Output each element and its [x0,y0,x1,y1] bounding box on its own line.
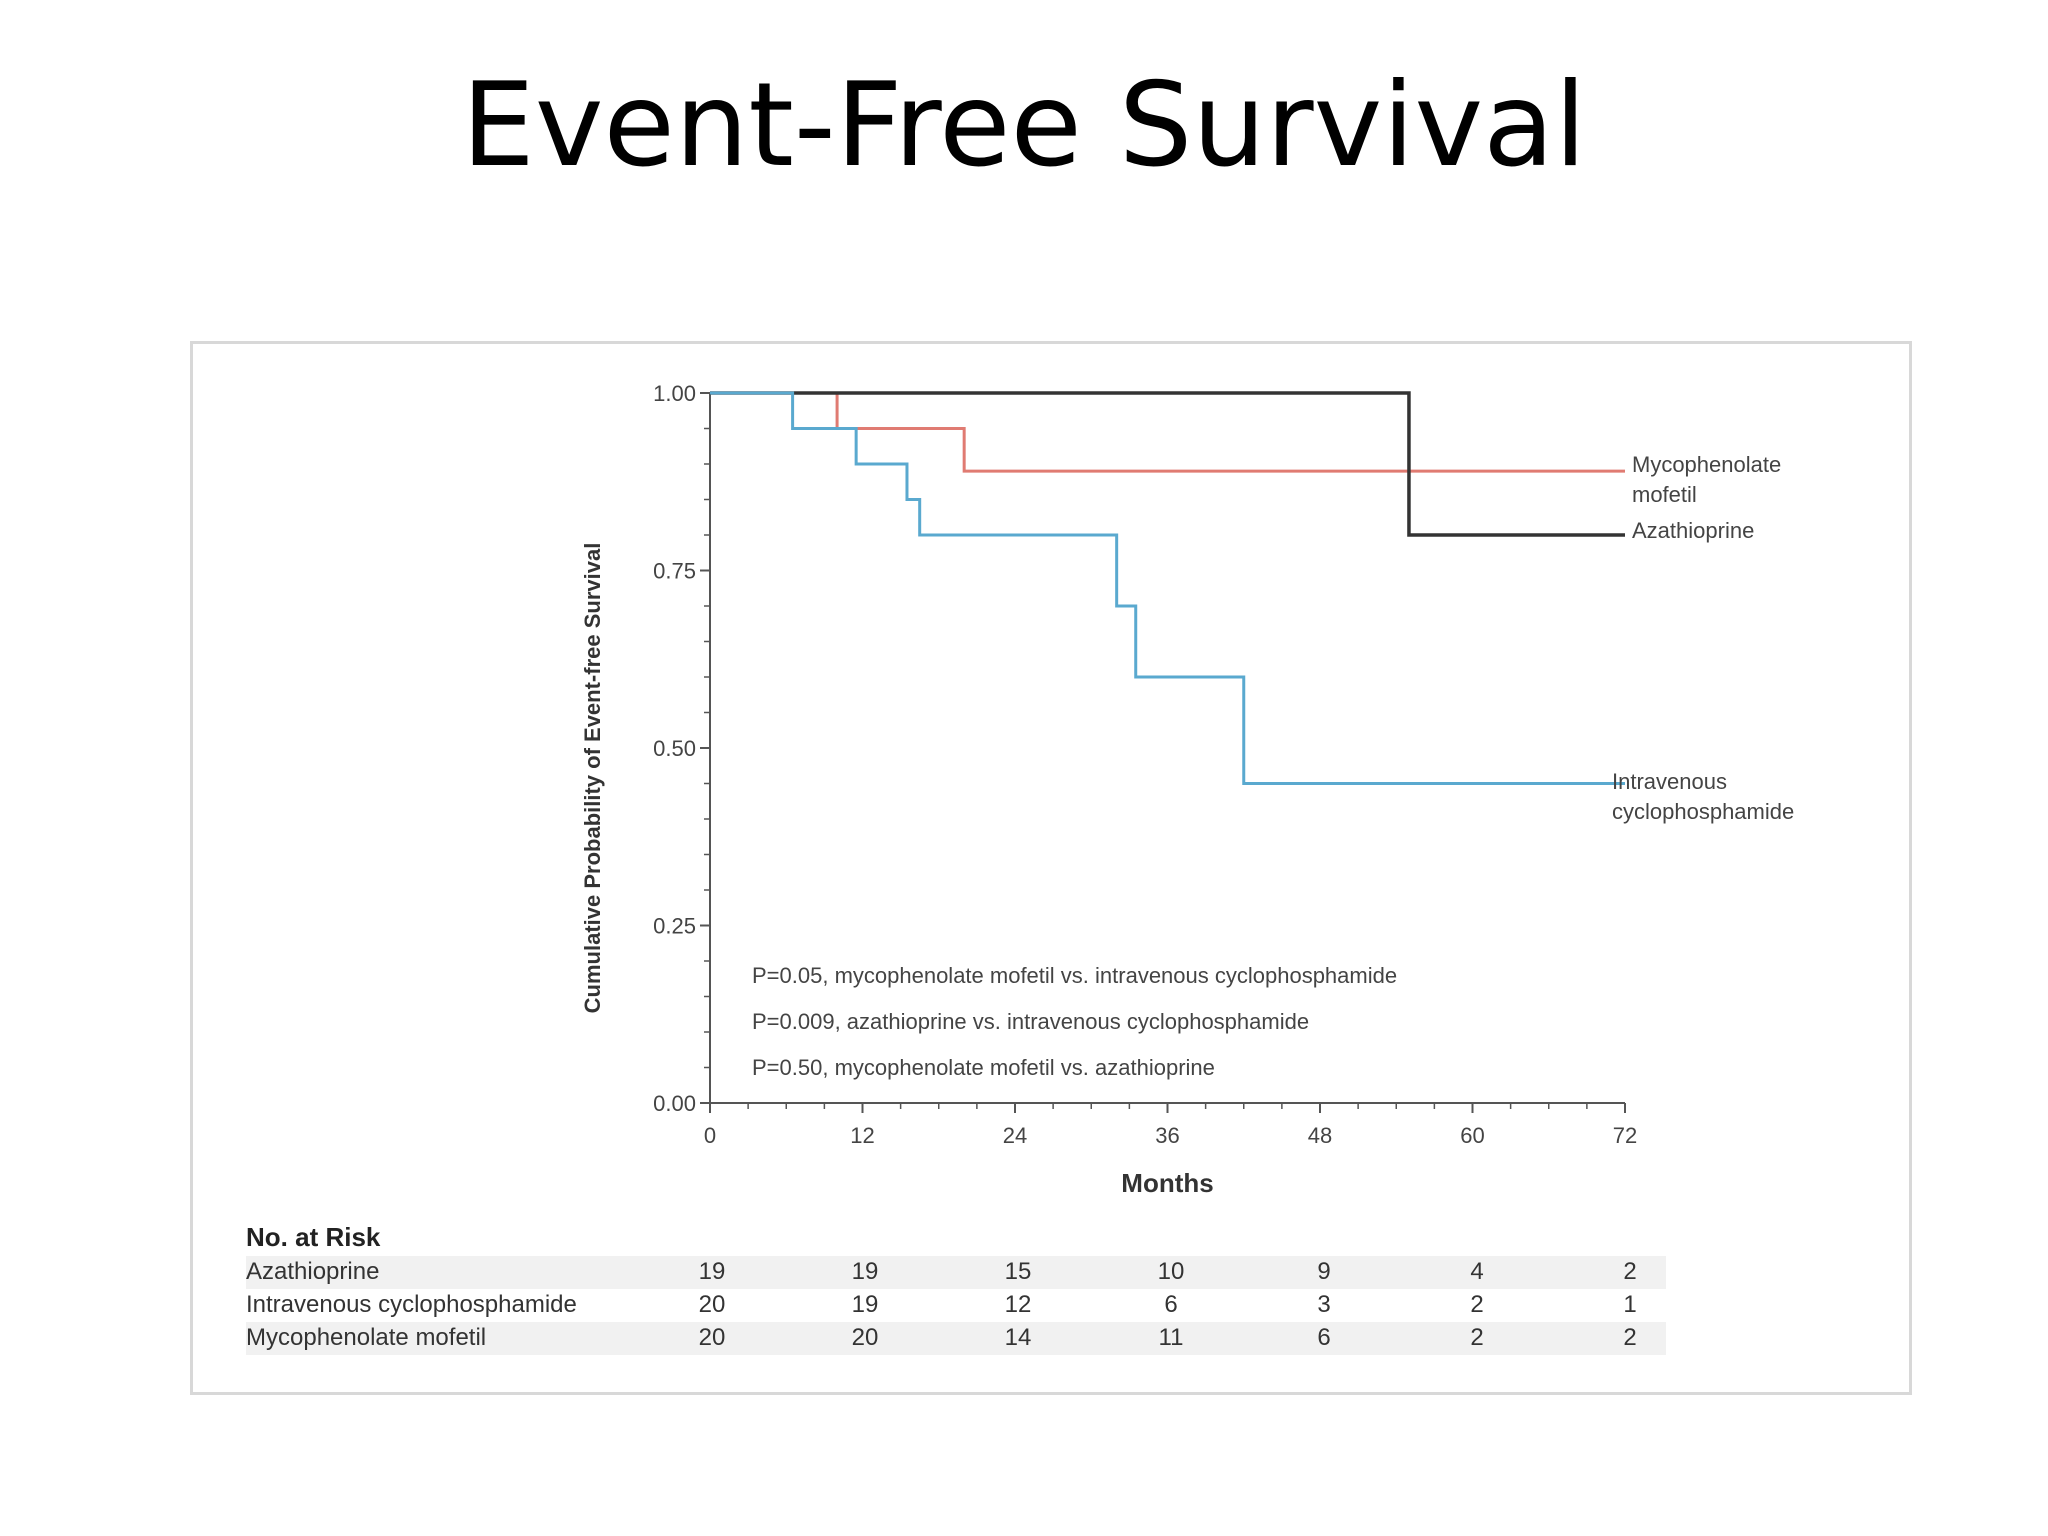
series-azathioprine-line [710,391,1625,537]
risk-cell: 9 [1317,1258,1331,1285]
p-value-annotation: P=0.009, azathioprine vs. intravenous cy… [752,1009,1309,1034]
x-axis-title: Months [1121,1168,1213,1198]
risk-cell: 2 [1623,1258,1637,1285]
risk-cell: 1 [1623,1291,1637,1318]
y-tick-label: 1.00 [653,381,696,406]
risk-cell: 15 [1004,1258,1032,1285]
risk-table-row: Mycophenolate mofetil 20 20 14 11 6 2 2 [246,1322,1666,1355]
risk-table-heading: No. at Risk [246,1222,381,1252]
risk-cell: 19 [851,1291,879,1318]
risk-cell: 19 [851,1258,879,1285]
x-tick-label: 24 [1003,1123,1027,1148]
figure-frame [190,341,1912,1395]
chart-series [710,391,1625,785]
p-value-annotation: P=0.50, mycophenolate mofetil vs. azathi… [752,1055,1215,1080]
y-tick-label: 0.00 [653,1091,696,1116]
chart-labels: 0.00 0.25 0.50 0.75 1.00 0 12 24 36 48 60 72 Months C… [580,381,1794,1198]
x-tick-label: 36 [1155,1123,1179,1148]
risk-cell: 10 [1157,1258,1185,1285]
risk-cell: 20 [851,1324,879,1351]
x-tick-label: 0 [704,1123,716,1148]
risk-cell: 20 [698,1291,726,1318]
series-intravenous-cyclophosphamide-line [710,391,1625,785]
p-value-annotation: P=0.05, mycophenolate mofetil vs. intrav… [752,963,1397,988]
series-label: cyclophosphamide [1612,799,1794,824]
risk-table-row: Azathioprine 19 19 15 10 9 4 2 [246,1256,1666,1289]
x-tick-label: 60 [1460,1123,1484,1148]
risk-cell: 6 [1317,1324,1331,1351]
series-mycophenolate-mofetil-line [710,391,1625,473]
risk-cell: 12 [1004,1291,1032,1318]
risk-cell: 2 [1623,1324,1637,1351]
risk-cell: 19 [698,1258,726,1285]
risk-cell: 6 [1164,1291,1178,1318]
risk-cell: 14 [1004,1324,1032,1351]
risk-cell: 4 [1470,1258,1484,1285]
series-label: Intravenous [1612,769,1727,794]
risk-cell: 3 [1317,1291,1331,1318]
risk-cell: 20 [698,1324,726,1351]
risk-cell: 2 [1470,1291,1484,1318]
y-tick-label: 0.25 [653,914,696,939]
series-label: mofetil [1632,482,1697,507]
risk-row-label: Azathioprine [246,1258,380,1285]
y-axis-title: Cumulative Probability of Event-free Sur… [580,543,605,1014]
y-tick-label: 0.50 [653,736,696,761]
y-tick-label: 0.75 [653,559,696,584]
x-tick-label: 48 [1308,1123,1332,1148]
slide-title: Event-Free Survival [461,58,1587,193]
risk-table-row: Intravenous cyclophosphamide 20 19 12 6 3 2 1 [246,1289,1666,1322]
risk-cell: 11 [1158,1324,1184,1351]
series-label: Mycophenolate [1632,452,1781,477]
series-label: Azathioprine [1632,518,1754,543]
chart-axes [700,392,1626,1113]
x-tick-label: 72 [1613,1123,1637,1148]
risk-row-label: Mycophenolate mofetil [246,1324,487,1351]
x-tick-label: 12 [850,1123,874,1148]
risk-table: No. at Risk Azathioprine 19 19 15 10 9 4 2 Intra… [246,1222,1666,1355]
risk-row-label: Intravenous cyclophosphamide [246,1291,577,1318]
risk-cell: 2 [1470,1324,1484,1351]
